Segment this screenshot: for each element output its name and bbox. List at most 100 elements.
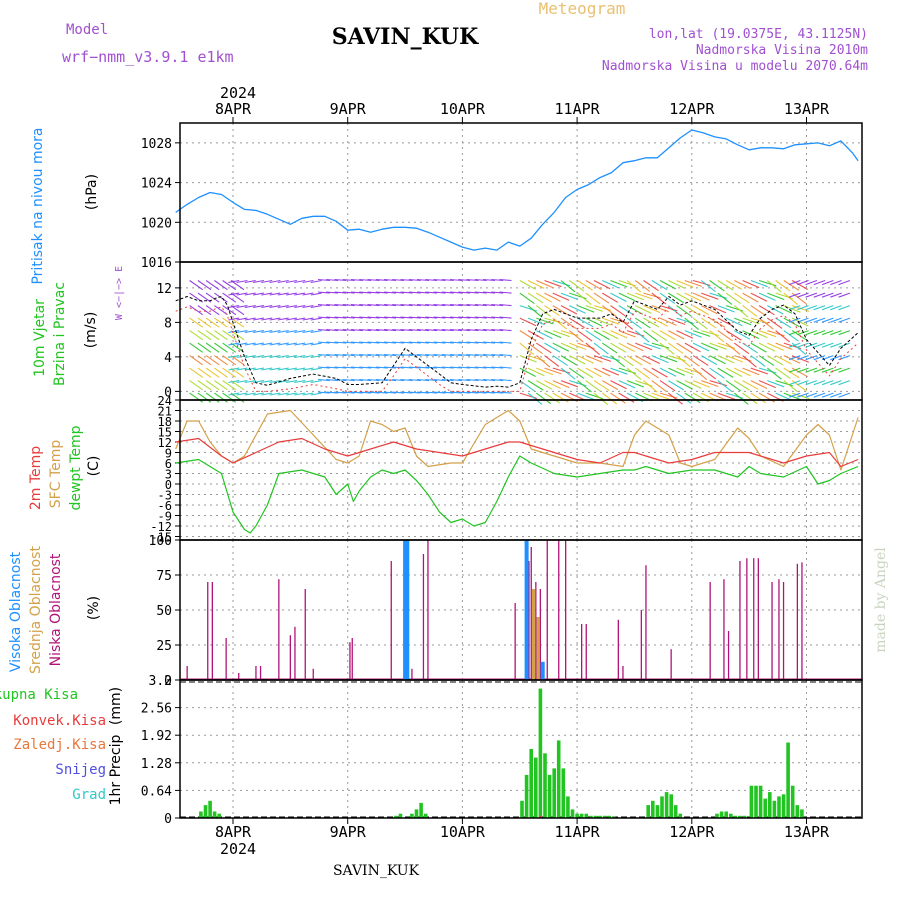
wind-arrow	[334, 278, 347, 282]
wind-arrow	[527, 292, 544, 304]
wind-arrow	[651, 342, 670, 349]
wind-arrow	[491, 378, 504, 382]
precip-total-bar	[729, 813, 733, 818]
wind-arrow	[709, 392, 727, 401]
wind-arrow	[189, 367, 204, 378]
wind-arrow	[830, 330, 842, 336]
precip-total-bar	[749, 785, 754, 818]
wind-arrow	[651, 392, 669, 400]
temp-ylabel-3: dewpt Temp	[68, 425, 84, 510]
wind-ylabel-2: Brzina i Pravac	[52, 282, 68, 386]
wind-arrow	[659, 342, 675, 355]
wind-arrow	[416, 391, 430, 394]
wind-arrow	[261, 292, 273, 296]
wind-arrow	[821, 279, 834, 286]
wind-arrow	[294, 317, 306, 321]
wind-arrow	[310, 392, 322, 396]
wind-arrow	[244, 392, 256, 396]
wind-arrow	[326, 353, 339, 357]
wind-arrow	[286, 330, 297, 334]
wind-arrow	[310, 367, 322, 371]
wind-arrow	[269, 317, 281, 321]
precip-total-bar	[795, 805, 800, 818]
wind-arrow	[222, 280, 237, 291]
wind-arrow	[326, 328, 339, 332]
precip-total-bar	[552, 768, 556, 818]
cloud-low-bar	[304, 589, 306, 680]
wind-arrow	[189, 380, 204, 391]
cloud-low-bar	[746, 558, 748, 680]
wind-arrow	[294, 292, 306, 296]
y-tick-label: 8	[164, 316, 172, 331]
y-tick-label: 9	[165, 447, 172, 461]
wind-arrow	[610, 279, 628, 288]
wind-arrow	[676, 292, 693, 303]
precip-total-bar	[678, 813, 683, 818]
wind-arrow	[676, 279, 694, 288]
wind-arrow	[676, 342, 693, 354]
wind-arrow	[317, 291, 330, 294]
wind-arrow	[552, 330, 570, 338]
wind-arrow	[326, 278, 339, 282]
wind-arrow	[466, 328, 479, 332]
wind-arrow	[441, 341, 454, 344]
wind-arrow	[482, 328, 496, 332]
wind-arrow	[441, 291, 454, 294]
wind-arrow	[626, 292, 644, 301]
precip-total-bar	[607, 815, 611, 818]
wind-arrow	[474, 316, 487, 319]
wind-arrow	[189, 342, 204, 353]
wind-arrow	[408, 291, 421, 294]
wind-arrow	[441, 353, 454, 357]
wind-arrow	[805, 317, 818, 323]
wind-arrow	[805, 392, 818, 398]
wind-arrow	[310, 292, 322, 296]
wind-arrow	[491, 341, 504, 344]
wind-arrow	[610, 305, 626, 317]
wind-arrow	[838, 392, 851, 398]
wind-arrow	[838, 380, 851, 386]
wind-arrow	[499, 391, 512, 394]
wind-arrow	[758, 292, 776, 301]
cloud-low-bar	[565, 540, 567, 680]
wind-arrow	[734, 367, 751, 377]
cloud-low-bar	[739, 561, 741, 680]
wind-arrow	[585, 380, 601, 392]
wind-arrow	[797, 317, 809, 323]
wind-arrow	[383, 353, 397, 357]
wind-arrow	[458, 291, 471, 294]
wind-arrow	[692, 342, 710, 352]
wind-arrow	[805, 380, 818, 386]
cloud-low-bar	[411, 668, 413, 680]
wind-arrow	[684, 342, 701, 353]
wind-arrow	[482, 391, 496, 394]
wind-arrow	[236, 292, 248, 296]
wind-arrow	[416, 353, 430, 357]
precip-total-bar	[199, 811, 203, 818]
wind-arrow	[560, 367, 576, 380]
wind-arrow	[375, 316, 388, 319]
wind-arrow	[717, 292, 733, 305]
wind-arrow	[602, 330, 619, 340]
wind-arrow	[466, 278, 479, 282]
wind-arrow	[367, 328, 380, 332]
x-tick-label-bottom: 9APR	[330, 823, 367, 841]
wind-arrow	[416, 316, 430, 319]
wind-arrow	[610, 367, 628, 375]
precip-total-bar	[786, 742, 790, 818]
precip-total-bar	[733, 815, 738, 818]
wind-arrow	[244, 279, 256, 284]
precip-total-bar	[715, 813, 719, 818]
wind-arrow	[334, 291, 347, 294]
precip-total-bar	[772, 800, 777, 819]
wind-arrow	[734, 292, 750, 304]
wind-arrow	[317, 278, 330, 282]
cloud-low-bar	[351, 638, 353, 680]
wind-arrow	[367, 291, 380, 294]
wind-arrow	[383, 366, 397, 369]
wind-arrow	[310, 317, 322, 321]
precip-total-bar	[575, 813, 579, 818]
wind-arrow	[302, 355, 314, 359]
y-tick-label: -9	[158, 510, 172, 524]
wind-arrow	[519, 280, 536, 290]
